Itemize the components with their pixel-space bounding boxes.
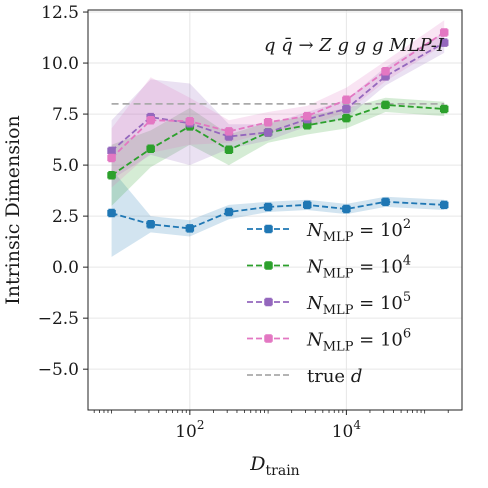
marker-series-2 bbox=[107, 171, 116, 180]
axis-labels: Dtrain Intrinsic Dimension bbox=[2, 115, 300, 479]
y-tick-label: 2.5 bbox=[52, 207, 79, 227]
x-axis-ticks: 102 104 bbox=[93, 410, 449, 442]
marker-series-2 bbox=[381, 100, 390, 110]
marker-series-4 bbox=[381, 66, 390, 76]
marker-series-1 bbox=[146, 220, 155, 229]
plot-frame bbox=[87, 9, 463, 411]
legend-marker bbox=[264, 261, 273, 270]
y-tick-label: −2.5 bbox=[38, 309, 79, 329]
process-annotation: q q̄ → Z g g g MLP-I bbox=[264, 35, 445, 56]
marker-series-1 bbox=[107, 208, 116, 218]
y-tick-label: −5.0 bbox=[38, 360, 79, 380]
y-axis-ticks: −5.0 −2.5 0.0 2.5 5.0 7.5 10.0 12.5 bbox=[38, 3, 88, 380]
band-series-3 bbox=[111, 32, 445, 180]
band-series-2 bbox=[111, 97, 445, 206]
legend: NMLP = 102 NMLP = 104 NMLP = 105 NMLP = 106… bbox=[247, 217, 411, 387]
x-tick-label: 102 bbox=[175, 418, 204, 442]
marker-series-1 bbox=[224, 207, 234, 217]
band-series-1 bbox=[111, 169, 445, 257]
y-tick-label: 0.0 bbox=[52, 258, 79, 278]
marker-series-3 bbox=[107, 146, 116, 156]
marker-series-2 bbox=[439, 104, 449, 114]
legend-marker bbox=[264, 224, 273, 234]
marker-series-4 bbox=[263, 117, 273, 127]
marker-series-4 bbox=[439, 28, 449, 37]
marker-series-3 bbox=[439, 38, 449, 47]
line-series-1 bbox=[111, 200, 445, 230]
y-tick-label: 5.0 bbox=[52, 156, 79, 176]
y-tick-label: 12.5 bbox=[41, 3, 79, 23]
annotation-text: q q̄ → Z g g g MLP-I bbox=[264, 35, 445, 56]
marker-series-1 bbox=[439, 200, 449, 210]
marker-series-4 bbox=[107, 153, 116, 163]
x-tick-label: 104 bbox=[332, 418, 362, 442]
marker-series-3 bbox=[342, 104, 351, 114]
y-axis-label: Intrinsic Dimension bbox=[2, 115, 24, 305]
x-axis-label: Dtrain bbox=[249, 453, 299, 479]
legend-label: NMLP = 106 bbox=[306, 327, 411, 355]
marker-series-4 bbox=[342, 95, 351, 105]
marker-series-4 bbox=[224, 127, 234, 136]
marker-series-4 bbox=[302, 111, 312, 121]
marker-series-2 bbox=[224, 145, 234, 155]
marker-series-1 bbox=[185, 224, 195, 233]
marker-series-1 bbox=[381, 197, 390, 207]
legend-label: true d bbox=[307, 366, 362, 387]
legend-label: NMLP = 104 bbox=[306, 254, 411, 282]
marker-series-4 bbox=[185, 116, 195, 126]
legend-label: NMLP = 102 bbox=[306, 217, 411, 245]
legend-label: NMLP = 105 bbox=[306, 290, 411, 318]
marker-series-1 bbox=[263, 202, 273, 212]
legend-marker bbox=[264, 334, 273, 343]
y-tick-label: 10.0 bbox=[41, 54, 79, 74]
marker-series-1 bbox=[302, 200, 312, 210]
marker-series-2 bbox=[342, 113, 351, 123]
y-tick-label: 7.5 bbox=[52, 105, 79, 125]
series-markers bbox=[107, 28, 449, 233]
legend-marker bbox=[264, 297, 273, 307]
marker-series-2 bbox=[146, 144, 155, 154]
marker-series-3 bbox=[263, 128, 273, 137]
marker-series-4 bbox=[146, 115, 155, 125]
marker-series-1 bbox=[342, 204, 351, 214]
